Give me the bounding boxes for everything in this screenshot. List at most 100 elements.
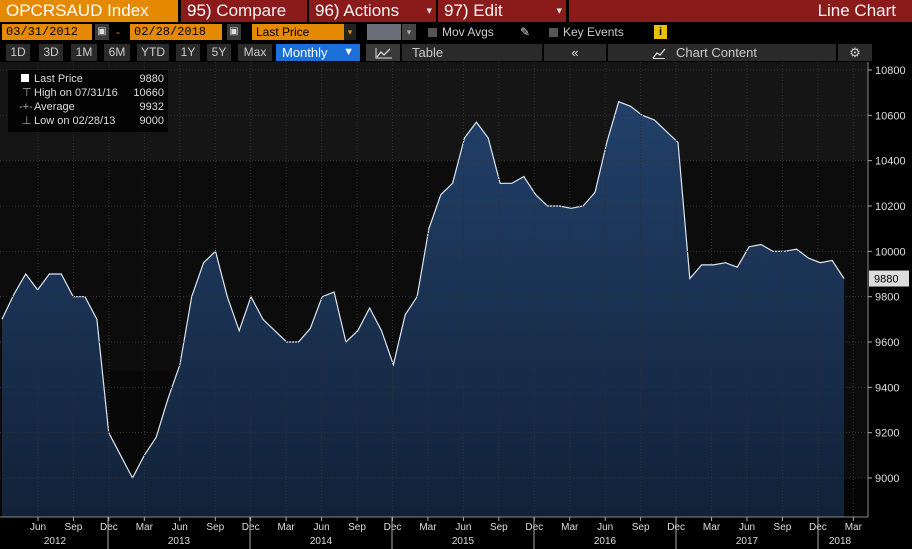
x-tick-label: Dec (242, 522, 260, 533)
x-year-label: 2014 (310, 536, 333, 547)
end-date-input[interactable]: 02/28/2018 (130, 24, 222, 40)
y-tick-label: 10400 (875, 156, 906, 168)
legend: Last Price 9880 ⊤ High on 07/31/16 10660… (8, 70, 168, 132)
compare-label: Compare (211, 1, 287, 20)
high-marker-icon: ⊤ (22, 87, 32, 99)
x-year-label: 2013 (168, 536, 191, 547)
date-separator: - (116, 25, 120, 39)
date-controls: 03/31/2012 ▣ - 02/28/2018 ▣ Last Price ▾ … (0, 22, 912, 42)
y-tick-label: 10000 (875, 246, 906, 258)
legend-avg-label: Average (34, 101, 75, 113)
period-6m-button[interactable]: 6M (104, 44, 130, 61)
line-color-swatch[interactable] (367, 24, 401, 40)
average-marker-icon: -+- (19, 101, 33, 113)
x-tick-label: Dec (100, 522, 118, 533)
x-year-label: 2016 (594, 536, 617, 547)
gear-icon: ⚙ (849, 45, 861, 60)
x-tick-label: Jun (30, 522, 46, 533)
price-chart[interactable]: 9000 9200 9400 9600 9800 10000 10200 10400 10600… (0, 62, 912, 549)
x-axis-background (0, 517, 868, 549)
x-tick-label: Jun (597, 522, 613, 533)
period-max-button[interactable]: Max (238, 44, 272, 61)
x-tick-label: Sep (490, 522, 508, 533)
periodicity-chevron-icon: ▼ (343, 46, 354, 58)
edit-chevron-icon: ▾ (556, 5, 562, 17)
pencil-icon[interactable]: ✎ (520, 25, 531, 39)
price-field-select[interactable]: Last Price ▾ (252, 24, 356, 40)
price-field-chevron-icon: ▾ (344, 24, 356, 40)
y-axis: 9000 9200 9400 9600 9800 10000 10200 10400 10600… (867, 62, 912, 549)
legend-low-value: 9000 (139, 115, 164, 127)
period-5y-button[interactable]: 5Y (207, 44, 231, 61)
y-tick-label: 9600 (875, 337, 899, 349)
x-tick-label: Mar (845, 522, 863, 533)
last-price-box (869, 270, 909, 287)
line-chart-icon (375, 48, 392, 59)
edit-button[interactable]: 97) Edit ▾ (438, 0, 566, 22)
grid-lines (0, 62, 868, 517)
compare-button[interactable]: 95) Compare (181, 0, 307, 22)
y-tick-label: 9000 (875, 473, 899, 485)
legend-last-value: 9880 (139, 73, 164, 85)
x-year-label: 2012 (44, 536, 67, 547)
y-tick-label: 9200 (875, 428, 899, 440)
end-calendar-icon[interactable]: ▣ (227, 24, 241, 40)
x-tick-label: Jun (172, 522, 188, 533)
info-icon[interactable]: i (654, 25, 667, 39)
x-tick-label: Mar (419, 522, 437, 533)
legend-avg-value: 9932 (139, 101, 164, 113)
chart-content-button[interactable]: Chart Content (608, 44, 836, 61)
legend-high-value: 10660 (133, 87, 164, 99)
period-bar: 1D 3D 1M 6M YTD 1Y 5Y Max Monthly ▼ Table… (0, 43, 912, 62)
start-date-input[interactable]: 03/31/2012 (2, 24, 92, 40)
x-tick-label: Sep (206, 522, 224, 533)
compare-number: 95) (187, 1, 212, 20)
period-3d-button[interactable]: 3D (39, 44, 63, 61)
x-tick-label: Mar (703, 522, 721, 533)
collapse-button[interactable]: « (544, 44, 606, 61)
y-tick-label: 10800 (875, 65, 906, 77)
actions-chevron-icon: ▾ (426, 5, 432, 17)
top-toolbar: OPCRSAUD Index 95) Compare 96) Actions ▾ … (0, 0, 912, 22)
key-events-label: Key Events (563, 25, 624, 39)
period-ytd-button[interactable]: YTD (137, 44, 169, 61)
x-tick-label: Sep (65, 522, 83, 533)
x-tick-label: Sep (774, 522, 792, 533)
actions-button[interactable]: 96) Actions ▾ (309, 0, 436, 22)
actions-number: 96) (315, 1, 340, 20)
y-tick-label: 10200 (875, 201, 906, 213)
x-tick-label: Jun (314, 522, 330, 533)
edit-number: 97) (444, 1, 469, 20)
y-tick-label: 9800 (875, 292, 899, 304)
series-line (1, 100, 845, 480)
x-tick-label: Sep (348, 522, 366, 533)
chart-content-icon (652, 48, 666, 59)
mov-avgs-checkbox[interactable] (428, 28, 437, 37)
start-calendar-icon[interactable]: ▣ (95, 24, 109, 40)
x-year-label: 2017 (736, 536, 759, 547)
y-axis-background (868, 62, 912, 549)
key-events-checkbox[interactable] (549, 28, 558, 37)
ticker-field[interactable]: OPCRSAUD Index (0, 0, 178, 22)
mov-avgs-label: Mov Avgs (442, 25, 494, 39)
chart-type-label: Line Chart (569, 0, 912, 22)
last-price-marker: 9880 (869, 270, 909, 287)
x-year-label: 2015 (452, 536, 475, 547)
y-tick-label: 9400 (875, 382, 899, 394)
table-button[interactable]: Table (402, 44, 542, 61)
last-price-value: 9880 (874, 274, 898, 286)
period-1y-button[interactable]: 1Y (176, 44, 200, 61)
x-tick-label: Mar (561, 522, 579, 533)
x-tick-label: Jun (455, 522, 471, 533)
periodicity-select[interactable]: Monthly ▼ (276, 44, 360, 61)
x-tick-label: Mar (278, 522, 296, 533)
color-chevron-icon[interactable]: ▾ (402, 24, 416, 40)
period-1d-button[interactable]: 1D (6, 44, 30, 61)
last-price-swatch (21, 74, 29, 82)
period-1m-button[interactable]: 1M (71, 44, 97, 61)
price-field-value: Last Price (256, 25, 310, 39)
settings-button[interactable]: ⚙ (838, 44, 872, 61)
legend-last-label: Last Price (34, 73, 83, 85)
legend-high-label: High on 07/31/16 (34, 87, 118, 99)
line-chart-button[interactable] (366, 44, 400, 61)
